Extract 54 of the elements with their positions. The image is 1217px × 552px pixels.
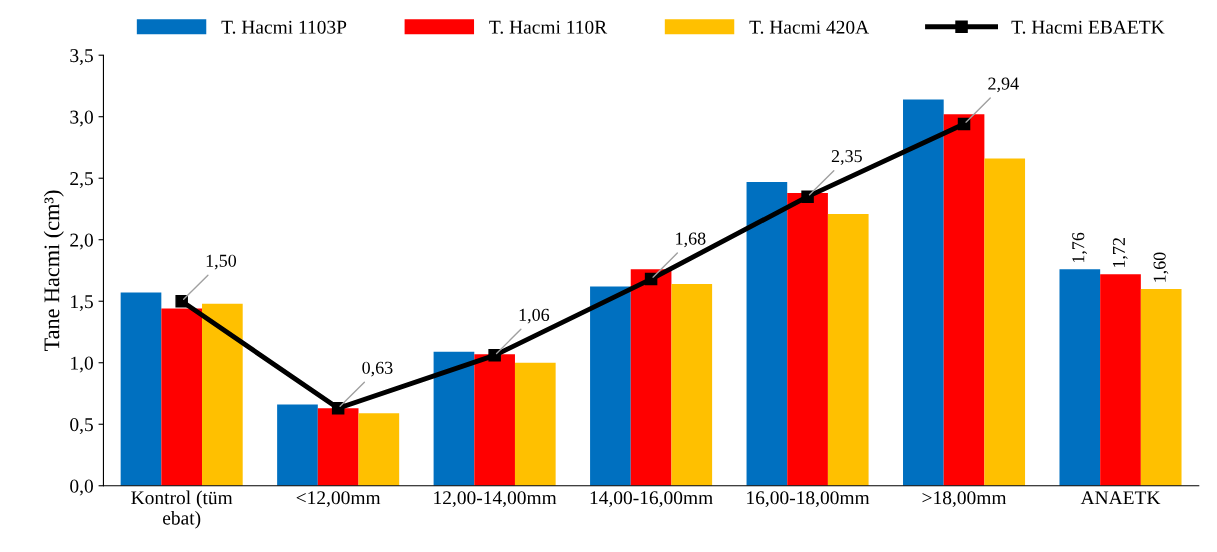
- bar: [1100, 274, 1141, 486]
- data-label: 1,50: [206, 254, 237, 270]
- bar: [1140, 288, 1182, 486]
- bar: [277, 404, 318, 486]
- point: [801, 190, 814, 203]
- bar: [202, 303, 243, 486]
- bar: [120, 292, 162, 486]
- y-tick-label: 0,5: [70, 418, 93, 434]
- data-label: 1,72: [1112, 238, 1128, 268]
- data-label: 0,63: [362, 361, 393, 377]
- point: [331, 402, 345, 415]
- bar: [474, 354, 515, 486]
- y-tick-label: 3,0: [70, 110, 93, 127]
- bar: [161, 308, 203, 486]
- bar: [903, 99, 944, 486]
- y-tick-label: 0,0: [70, 479, 93, 496]
- legend-label: T. Hacmi 1103P: [221, 20, 347, 34]
- y-tick-label: 3,5: [70, 49, 93, 65]
- y-tick-label: 1,0: [71, 356, 93, 373]
- data-label: 1,68: [676, 232, 706, 248]
- bar: [433, 351, 475, 486]
- bar: [746, 181, 788, 486]
- bar: [317, 408, 359, 486]
- bar: [787, 192, 828, 486]
- data-label: 1,60: [1153, 252, 1169, 282]
- x-tick-label: 14,00-16,00mm: [590, 491, 713, 508]
- bar: [358, 413, 400, 486]
- bar: [943, 114, 985, 486]
- bar: [590, 286, 631, 486]
- legend-label: T. Hacmi 110R: [489, 20, 608, 34]
- data-label: 2,35: [831, 150, 862, 165]
- x-tick-label: >18,00mm: [922, 491, 1007, 508]
- y-tick-label: 2,0: [70, 233, 93, 250]
- x-tick-label: ANAETK: [1080, 491, 1161, 505]
- data-label: 1,06: [519, 308, 550, 324]
- y-tick-label: 2,5: [70, 172, 93, 188]
- data-label: 1,76: [1072, 232, 1087, 263]
- x-tick-label: 12,00-14,00mm: [434, 491, 557, 508]
- data-label: 2,94: [988, 77, 1019, 93]
- y-axis-title: Tane Hacmi (cm³): [43, 190, 64, 351]
- bar: [514, 362, 556, 486]
- bar: [630, 269, 672, 486]
- y-tick-label: 1,5: [71, 295, 93, 311]
- point: [175, 294, 188, 308]
- bar: [1059, 269, 1101, 486]
- x-tick-label: Kontrol (tüm ebat): [131, 490, 233, 529]
- legend-label: T. Hacmi 420A: [749, 20, 870, 34]
- bar: [827, 213, 869, 486]
- bar: [984, 158, 1026, 486]
- bar: [671, 284, 713, 486]
- x-tick-label: 16,00-18,00mm: [747, 491, 870, 508]
- legend-label: T. Hacmi EBAETK: [1011, 20, 1165, 34]
- point: [488, 349, 501, 362]
- x-tick-label: <12,00mm: [296, 491, 381, 508]
